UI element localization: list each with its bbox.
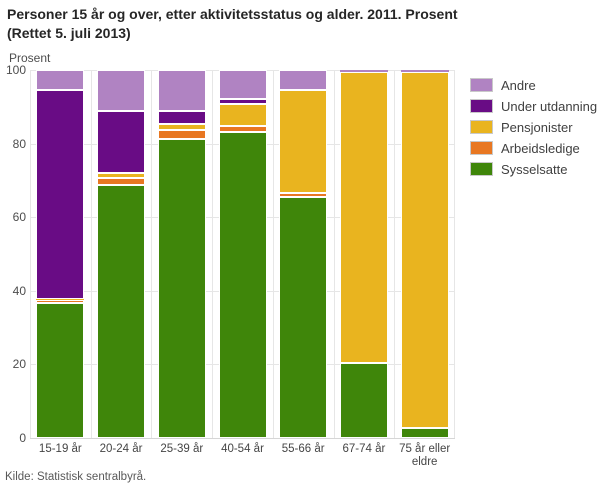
x-axis-label: 20-24 år [99,443,143,455]
y-tick-label: 80 [12,136,26,151]
bar-55-66-år [279,70,328,438]
bar-segment-sysselsatte[interactable] [218,132,267,438]
gridline-vertical [151,70,152,438]
legend: Andre Under utdanning Pensjonister Arbeidsl… [470,78,597,183]
gridline-vertical [334,70,335,438]
y-tick-label: 60 [12,210,26,225]
bar-segment-pensjonister[interactable] [279,89,328,194]
gridline-vertical [30,70,31,438]
bar-segment-andre[interactable] [218,70,267,100]
legend-label: Under utdanning [501,98,598,114]
legend-item-sysselsatte[interactable]: Sysselsatte [470,161,597,177]
bar-segment-sysselsatte[interactable] [400,428,449,438]
bar-segment-under_utdanning[interactable] [157,110,206,125]
legend-item-pensjonister[interactable]: Pensjonister [470,119,597,135]
y-axis-unit-label: Prosent [9,51,51,65]
gridline-vertical [394,70,395,438]
bar-segment-under_utdanning[interactable] [97,110,146,173]
legend-item-under_utdanning[interactable]: Under utdanning [470,98,598,114]
bar-segment-andre[interactable] [36,70,85,90]
gridline-vertical [273,70,274,438]
bar-segment-pensjonister[interactable] [400,71,449,429]
bar-segment-under_utdanning[interactable] [218,99,267,105]
bar-segment-andre[interactable] [157,70,206,111]
plot-area [30,70,455,439]
chart-title: Personer 15 år og over, etter aktivitets… [7,5,603,43]
legend-label: Sysselsatte [501,161,568,177]
legend-swatch-icon [470,99,493,113]
gridline-vertical [212,70,213,438]
bar-segment-arbeidsledige[interactable] [218,126,267,133]
legend-label: Andre [501,77,536,93]
legend-swatch-icon [470,141,493,155]
x-axis-label: 40-54 år [221,443,264,455]
legend-item-arbeidsledige[interactable]: Arbeidsledige [470,140,597,156]
bar-67-74-år [339,70,388,438]
y-tick-label: 40 [12,283,26,298]
bar-segment-andre[interactable] [339,70,388,72]
bar-segment-pensjonister[interactable] [157,124,206,131]
bar-segment-sysselsatte[interactable] [279,196,328,438]
legend-swatch-icon [470,78,493,92]
legend-swatch-icon [470,162,493,176]
legend-label: Arbeidsledige [501,140,580,156]
y-tick-label: 20 [12,357,26,372]
gridline-vertical [454,70,455,438]
bar-segment-sysselsatte[interactable] [157,138,206,438]
chart-title-line-1: Personer 15 år og over, etter aktivitets… [7,6,458,22]
bar-20-24-år [97,70,146,438]
bar-segment-andre[interactable] [400,70,449,72]
bar-75-år-eller-eldre [400,70,449,438]
bar-segment-arbeidsledige[interactable] [279,193,328,197]
bar-segment-sysselsatte[interactable] [36,303,85,438]
y-tick-label: 0 [19,431,26,445]
bar-segment-sysselsatte[interactable] [339,363,388,438]
gridline-vertical [91,70,92,438]
y-tick-label: 100 [5,63,26,77]
bar-25-39-år [157,70,206,438]
x-axis-label: 25-39 år [160,443,204,455]
bar-segment-sysselsatte[interactable] [97,185,146,438]
chart-title-line-2: (Rettet 5. juli 2013) [7,25,131,41]
bar-segment-arbeidsledige[interactable] [36,300,85,304]
legend-item-andre[interactable]: Andre [470,77,597,93]
bar-segment-arbeidsledige[interactable] [97,177,146,186]
legend-label: Pensjonister [501,119,573,135]
bar-15-19-år [36,70,85,438]
gridline-horizontal [30,438,455,439]
bar-segment-arbeidsledige[interactable] [157,130,206,139]
x-axis-label: 75 år eller eldre [399,443,451,468]
bar-segment-pensjonister[interactable] [339,71,388,364]
bar-segment-andre[interactable] [97,70,146,111]
bar-40-54-år [218,70,267,438]
x-axis-label: 67-74 år [342,443,386,455]
source-note: Kilde: Statistisk sentralbyrå. [5,471,147,483]
bar-segment-andre[interactable] [279,70,328,90]
bar-segment-pensjonister[interactable] [36,299,85,301]
bar-segment-under_utdanning[interactable] [36,89,85,300]
x-axis-label: 55-66 år [281,443,325,455]
bar-segment-pensjonister[interactable] [218,104,267,127]
legend-swatch-icon [470,120,493,134]
bar-segment-pensjonister[interactable] [97,172,146,178]
x-axis-label: 15-19 år [38,443,82,455]
